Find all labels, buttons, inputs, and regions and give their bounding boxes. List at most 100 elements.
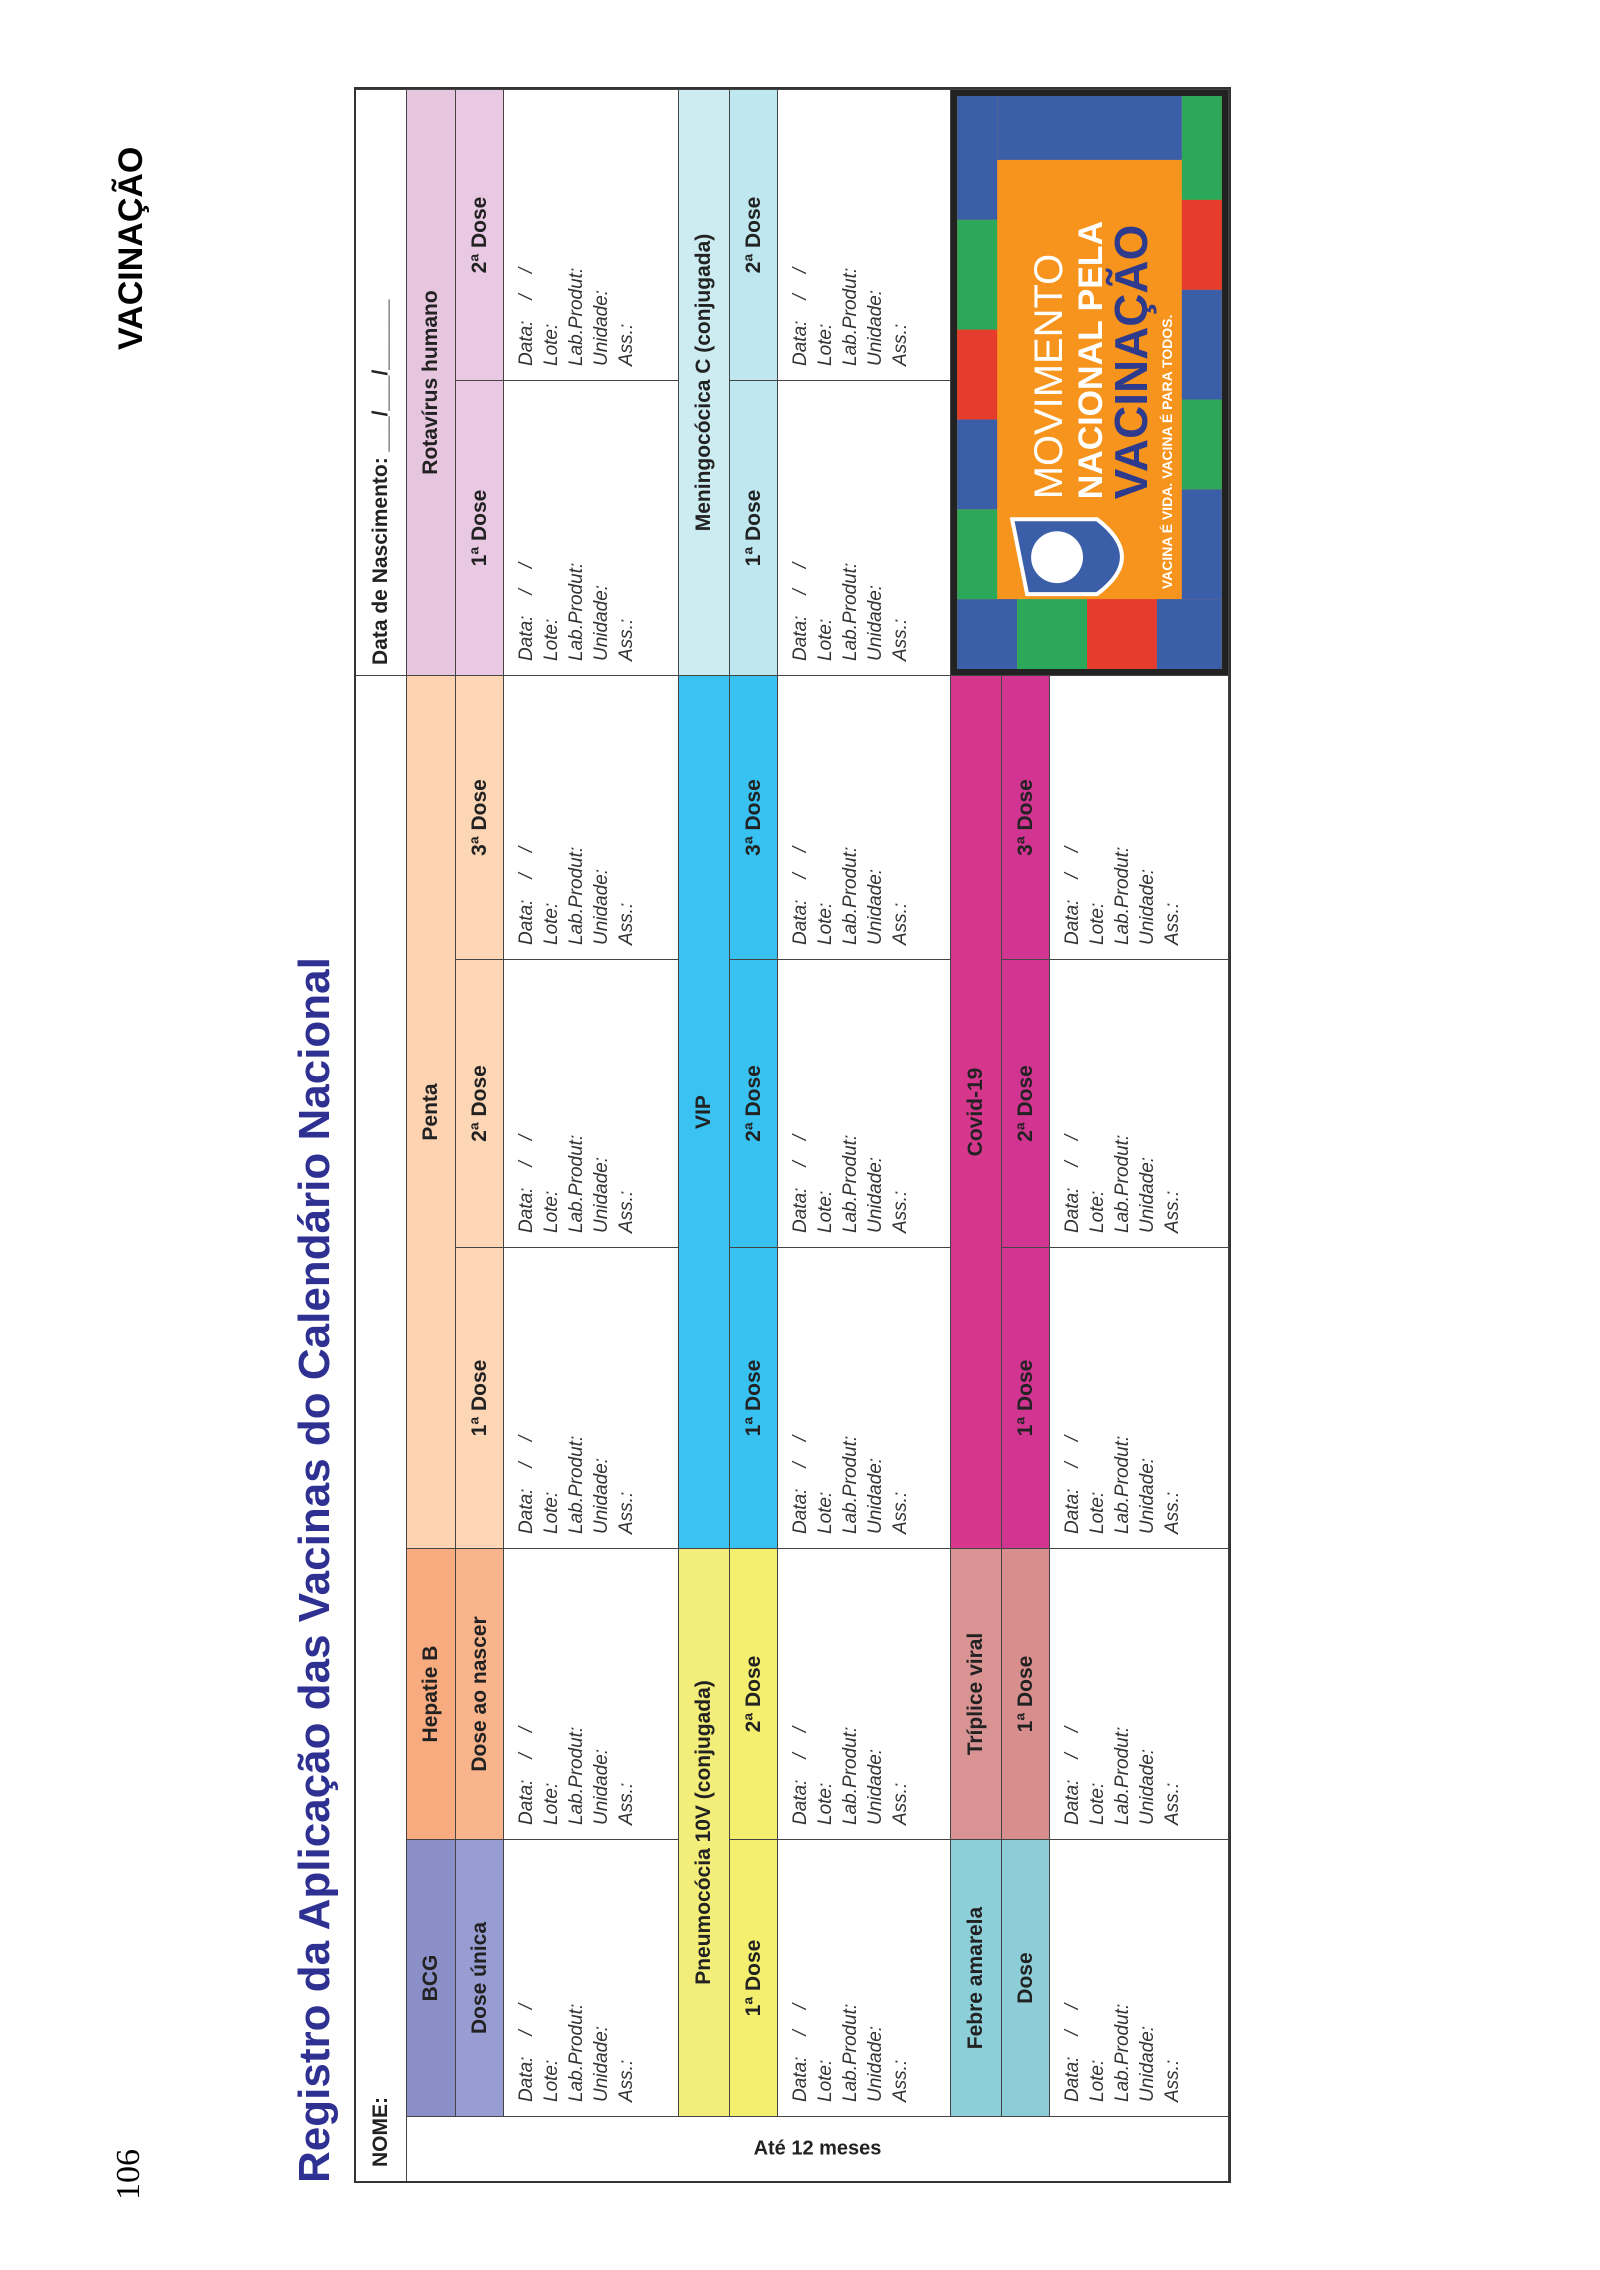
- name-label: NOME:: [356, 675, 407, 2181]
- field-label: Data: / /: [1062, 1726, 1083, 1825]
- dose-record: Data: / / Lote: Lab.Produt: Unidade: Ass.:: [504, 675, 679, 959]
- field-label: Lab.Produt:: [840, 1726, 861, 1825]
- dose-record: Data: / / Lote: Lab.Produt: Unidade: Ass.:: [778, 675, 951, 959]
- dose-record: Data: / / Lote: Lab.Produt: Unidade: Ass.:: [778, 380, 951, 675]
- field-label: Data: / /: [790, 2003, 811, 2102]
- field-label: Unidade:: [865, 1748, 886, 1825]
- dose-header: 1ª Dose: [730, 1247, 778, 1548]
- field-label: Data: / /: [516, 1134, 537, 1233]
- field-label: Ass.:: [616, 1491, 637, 1534]
- dose-header: 1ª Dose: [456, 380, 504, 675]
- side-label: Até 12 meses: [753, 2137, 882, 2160]
- dose-record: Data: / / Lote: Lab.Produt: Unidade: Ass.:: [778, 1548, 951, 1839]
- field-label: Lab.Produt:: [1112, 2003, 1133, 2102]
- field-label: Data: / /: [516, 267, 537, 366]
- tile: [997, 96, 1182, 160]
- tile: [1181, 289, 1222, 400]
- field-label: Data: / /: [1062, 1134, 1083, 1233]
- tile: [957, 509, 998, 600]
- field-label: Lote:: [541, 323, 562, 366]
- dose-header: 3ª Dose: [456, 675, 504, 959]
- field-label: Lab.Produt:: [840, 267, 861, 366]
- field-label: Unidade:: [865, 584, 886, 661]
- field-label: Lote:: [815, 1782, 836, 1825]
- tile: [1156, 599, 1222, 669]
- field-label: Lote:: [1087, 1782, 1108, 1825]
- field-label: Data: / /: [516, 562, 537, 661]
- field-label: Lote:: [815, 618, 836, 661]
- dose-header: 1ª Dose: [730, 1839, 778, 2116]
- field-label: Lote:: [1087, 2059, 1108, 2102]
- field-label: Ass.:: [890, 902, 911, 945]
- field-label: Lab.Produt:: [1112, 846, 1133, 945]
- vaccine-header: Hepatie B: [407, 1548, 456, 1839]
- dose-header: Dose única: [456, 1839, 504, 2116]
- poster-line1: MOVIMENTO: [1027, 254, 1071, 499]
- dose-header: 1ª Dose: [456, 1247, 504, 1548]
- dose-record: Data: / / Lote: Lab.Produt: Unidade: Ass.:: [1050, 1548, 1229, 1839]
- field-label: Ass.:: [1162, 2059, 1183, 2102]
- poster-cell: MOVIMENTO NACIONAL PELA VACINAÇÃO VACINA É …: [951, 89, 1229, 675]
- field-label: Ass.:: [1162, 1190, 1183, 1233]
- field-label: Data: / /: [790, 1726, 811, 1825]
- field-label: Lab.Produt:: [566, 267, 587, 366]
- field-label: Unidade:: [591, 1748, 612, 1825]
- field-label: Unidade:: [865, 289, 886, 366]
- field-label: Ass.:: [890, 1190, 911, 1233]
- field-label: Unidade:: [591, 868, 612, 945]
- field-label: Data: / /: [1062, 1435, 1083, 1534]
- field-label: Data: / /: [1062, 2003, 1083, 2102]
- dose-record: Data: / / Lote: Lab.Produt: Unidade: Ass.:: [504, 380, 679, 675]
- field-label: Lab.Produt:: [840, 846, 861, 945]
- section-title: VACINAÇÃO: [112, 146, 150, 350]
- vaccine-header: Meningocócica C (conjugada): [679, 89, 730, 675]
- dose-record: Data: / / Lote: Lab.Produt: Unidade: Ass.:: [504, 1548, 679, 1839]
- dose-record: Data: / / Lote: Lab.Produt: Unidade: Ass.:: [504, 1839, 679, 2116]
- vaccine-header: Penta: [407, 675, 456, 1548]
- dose-record: Data: / / Lote: Lab.Produt: Unidade: Ass.:: [778, 1839, 951, 2116]
- dose-header: 1ª Dose: [1002, 1548, 1050, 1839]
- dose-header: 3ª Dose: [1002, 675, 1050, 959]
- field-label: Data: / /: [790, 562, 811, 661]
- field-label: Ass.:: [616, 1190, 637, 1233]
- side-label-cell: Até 12 meses: [407, 2116, 1229, 2181]
- dose-header: Dose ao nascer: [456, 1548, 504, 1839]
- field-label: Ass.:: [890, 618, 911, 661]
- field-label: Lote:: [541, 1491, 562, 1534]
- field-label: Unidade:: [1137, 2025, 1158, 2102]
- tile: [1181, 96, 1222, 200]
- field-label: Lote:: [815, 902, 836, 945]
- field-label: Unidade:: [865, 1156, 886, 1233]
- vaccine-header: Rotavírus humano: [407, 89, 456, 675]
- field-label: Ass.:: [616, 323, 637, 366]
- field-label: Lab.Produt:: [566, 1435, 587, 1534]
- field-label: Ass.:: [616, 618, 637, 661]
- vaccine-header: Pneumocócia 10V (conjugada): [679, 1548, 730, 2116]
- field-label: Lote:: [1087, 1190, 1108, 1233]
- field-label: Ass.:: [890, 1782, 911, 1825]
- dose-record: Data: / / Lote: Lab.Produt: Unidade: Ass.:: [1050, 959, 1229, 1247]
- field-label: Unidade:: [591, 584, 612, 661]
- field-label: Ass.:: [890, 2059, 911, 2102]
- field-label: Lote:: [541, 1782, 562, 1825]
- field-label: Data: / /: [790, 1134, 811, 1233]
- vaccine-header: VIP: [679, 675, 730, 1548]
- tile: [957, 219, 998, 330]
- tile: [1087, 599, 1157, 669]
- field-label: Lote:: [541, 1190, 562, 1233]
- dose-record: Data: / / Lote: Lab.Produt: Unidade: Ass.:: [1050, 675, 1229, 959]
- tile: [957, 599, 1018, 669]
- field-label: Lote:: [815, 1190, 836, 1233]
- field-label: Data: / /: [516, 846, 537, 945]
- field-label: Unidade:: [591, 2025, 612, 2102]
- field-label: Lote:: [815, 323, 836, 366]
- dose-record: Data: / / Lote: Lab.Produt: Unidade: Ass.:: [778, 1247, 951, 1548]
- field-label: Lab.Produt:: [566, 2003, 587, 2102]
- field-label: Data: / /: [516, 2003, 537, 2102]
- field-label: Lab.Produt:: [566, 1726, 587, 1825]
- field-label: Ass.:: [616, 2059, 637, 2102]
- field-label: Unidade:: [865, 1457, 886, 1534]
- field-label: Ass.:: [616, 902, 637, 945]
